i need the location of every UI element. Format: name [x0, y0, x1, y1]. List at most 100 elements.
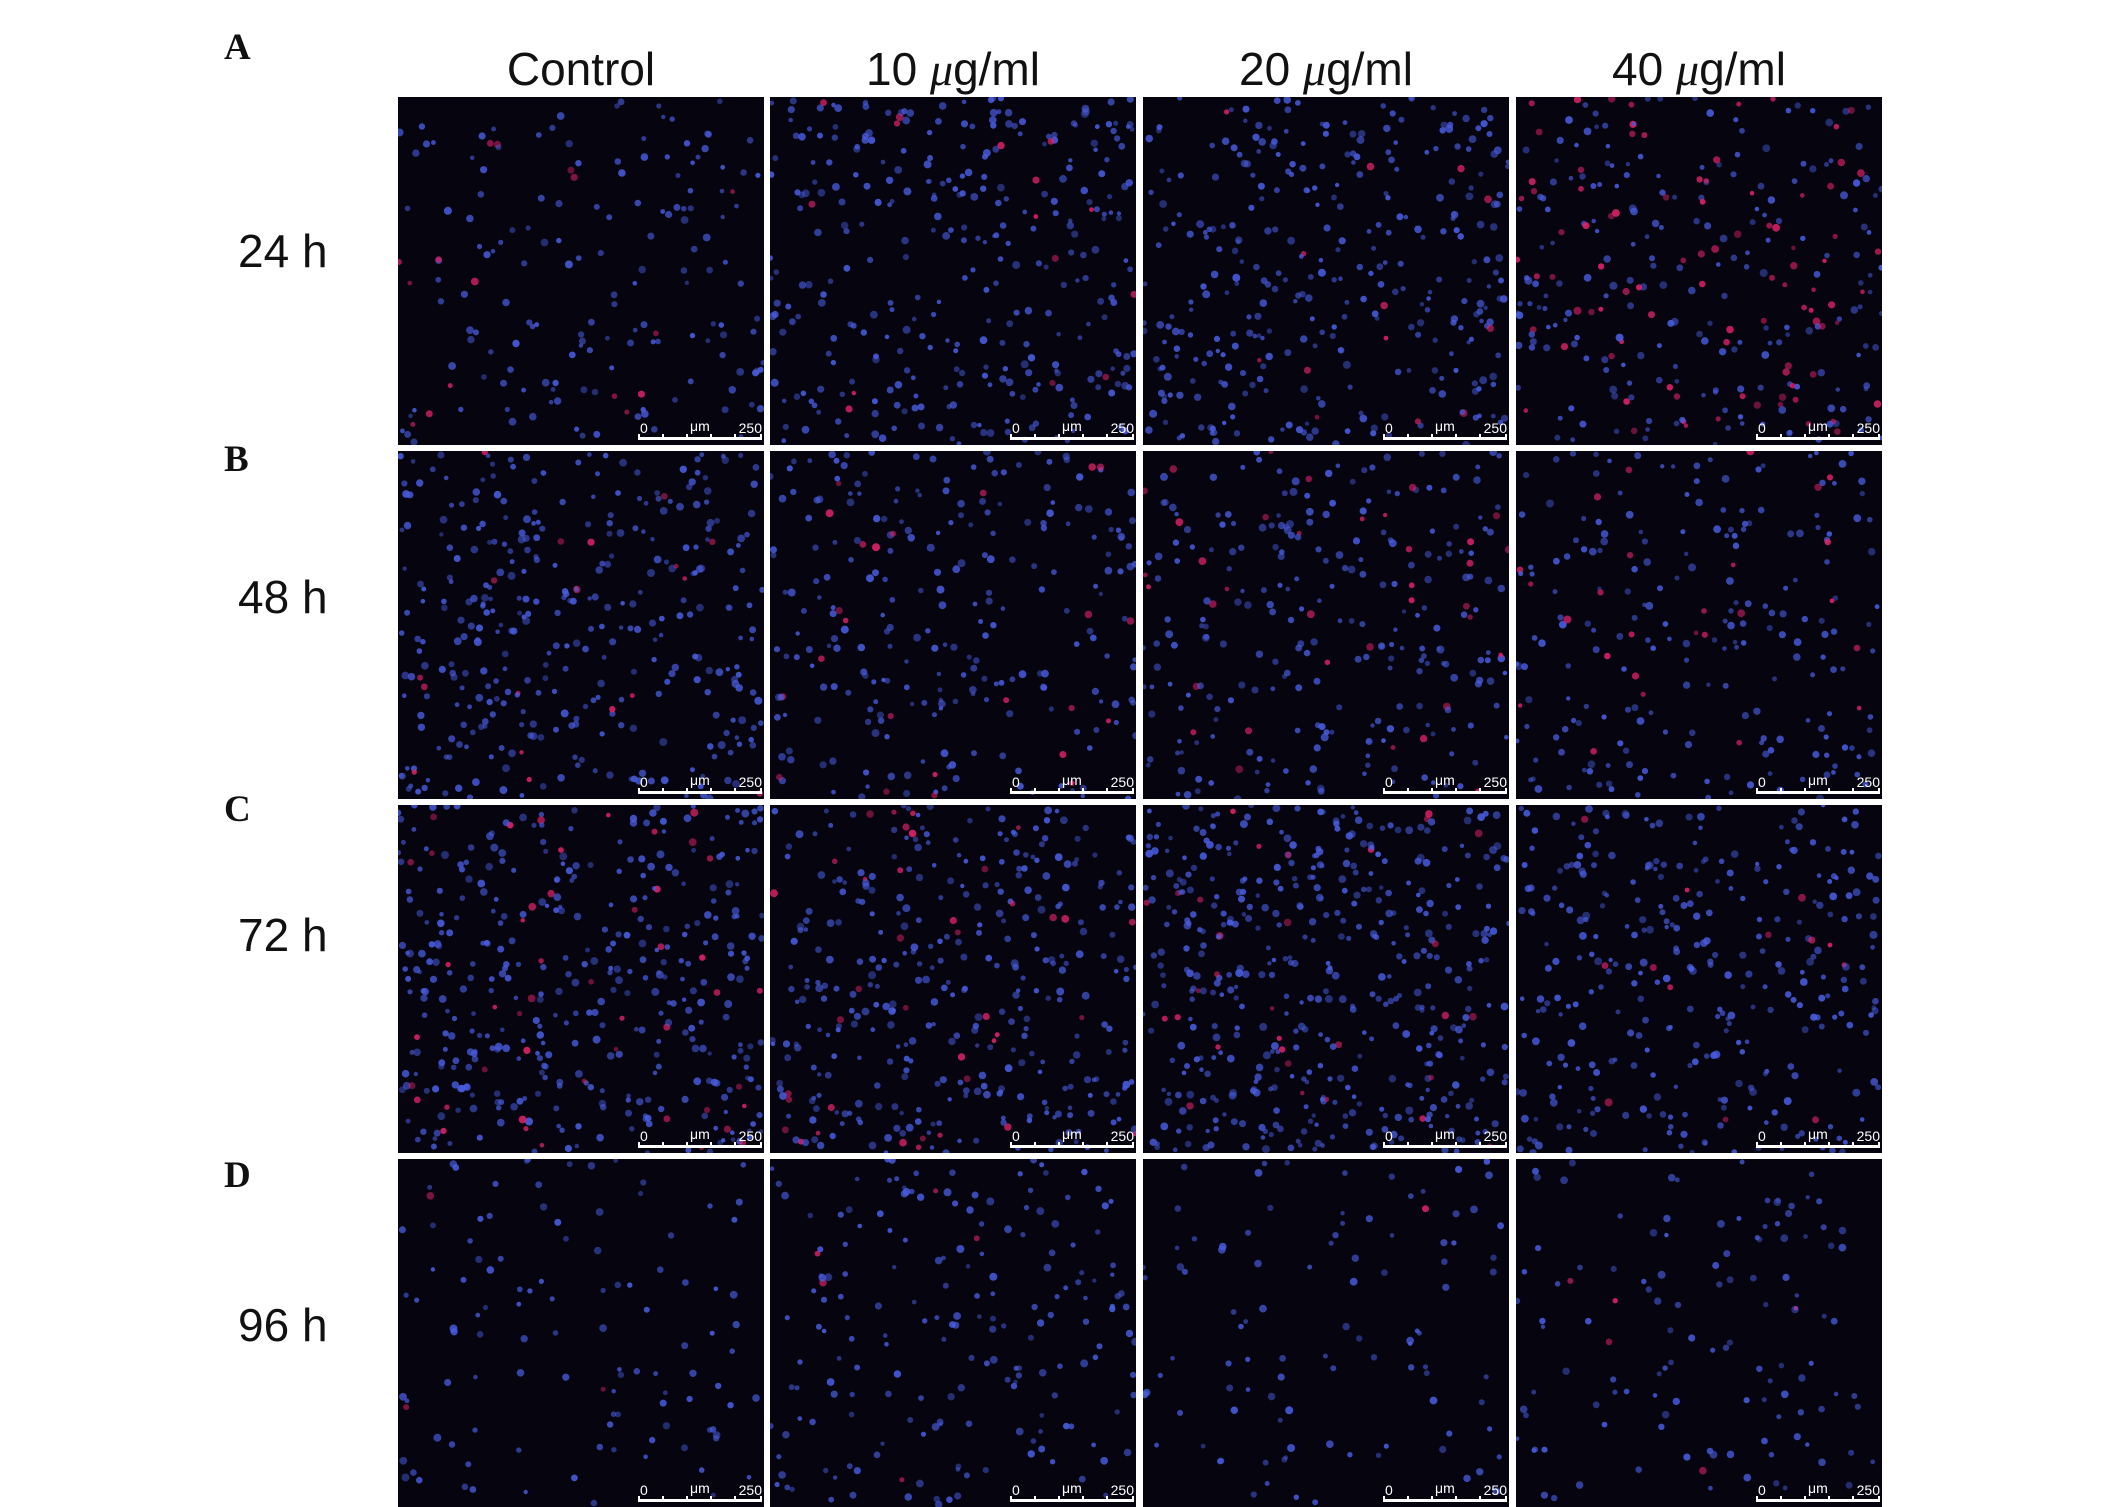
- nucleus: [1727, 621, 1735, 630]
- nucleus: [1664, 924, 1669, 930]
- scale-bar-tick: [1780, 788, 1782, 794]
- stained-nucleus: [899, 1477, 905, 1483]
- stained-nucleus: [1713, 156, 1721, 164]
- nucleus: [502, 819, 510, 827]
- nucleus: [1478, 171, 1484, 177]
- nucleus: [1245, 1229, 1252, 1236]
- nucleus: [794, 1385, 800, 1391]
- nucleus: [1108, 389, 1116, 397]
- nucleus: [550, 387, 556, 392]
- nucleus: [1239, 1120, 1246, 1128]
- nucleus: [1426, 1042, 1432, 1049]
- nucleus: [1128, 903, 1136, 911]
- nucleus: [756, 1112, 763, 1119]
- stained-nucleus: [447, 383, 453, 389]
- nucleus: [448, 502, 455, 508]
- nucleus: [608, 553, 615, 559]
- nucleus: [1268, 436, 1275, 443]
- nucleus: [1301, 1026, 1309, 1033]
- nucleus: [1816, 901, 1824, 909]
- nucleus: [1471, 259, 1477, 265]
- nucleus: [627, 856, 634, 863]
- nucleus: [925, 179, 931, 184]
- nucleus: [1805, 1442, 1810, 1447]
- nucleus: [1130, 1391, 1136, 1399]
- nucleus: [1388, 655, 1395, 662]
- nucleus: [1311, 427, 1319, 435]
- nucleus: [771, 310, 779, 319]
- nucleus: [1147, 808, 1152, 814]
- nucleus: [1579, 173, 1586, 180]
- nucleus: [1557, 614, 1564, 621]
- nucleus: [1838, 1243, 1847, 1252]
- nucleus: [927, 155, 934, 161]
- nucleus: [1424, 1061, 1430, 1067]
- nucleus: [680, 976, 685, 982]
- scale-bar-tick: [1106, 788, 1108, 794]
- nucleus: [1248, 204, 1255, 211]
- stained-nucleus: [1518, 195, 1525, 202]
- stained-nucleus: [1736, 739, 1742, 746]
- scale-bar-tick: [662, 1142, 664, 1148]
- nucleus: [797, 1416, 803, 1421]
- nucleus: [1054, 808, 1060, 814]
- nucleus: [871, 729, 880, 738]
- nucleus: [1114, 904, 1120, 910]
- nucleus: [812, 831, 818, 837]
- nucleus: [1235, 236, 1243, 244]
- nucleus: [1744, 600, 1752, 608]
- nucleus: [496, 1105, 502, 1111]
- nucleus: [1818, 617, 1825, 624]
- nucleus: [1383, 124, 1391, 133]
- nucleus: [1381, 1126, 1389, 1133]
- nucleus: [1528, 777, 1534, 783]
- nucleus: [788, 1384, 795, 1391]
- nucleus: [1593, 1069, 1601, 1076]
- nucleus: [1836, 1135, 1843, 1142]
- nucleus: [1625, 963, 1633, 971]
- nucleus: [575, 255, 582, 261]
- nucleus: [1347, 565, 1356, 574]
- nucleus: [421, 784, 428, 792]
- nucleus: [901, 408, 908, 415]
- nucleus: [1110, 127, 1117, 135]
- stained-nucleus: [704, 1106, 711, 1114]
- nucleus: [1639, 916, 1647, 924]
- scale-bar-min: 0: [1758, 774, 1766, 790]
- nucleus: [993, 232, 1000, 239]
- nucleus: [1528, 344, 1536, 351]
- nucleus: [1516, 661, 1520, 667]
- nucleus: [1320, 733, 1329, 742]
- nucleus: [538, 811, 545, 818]
- nucleus: [1334, 909, 1341, 916]
- nucleus: [1243, 1319, 1249, 1324]
- nucleus: [1338, 875, 1347, 883]
- nucleus: [1100, 1456, 1109, 1465]
- nucleus: [723, 1109, 728, 1115]
- nucleus: [1164, 848, 1170, 854]
- nucleus: [642, 975, 649, 981]
- nucleus: [957, 1384, 965, 1392]
- nucleus: [1552, 957, 1560, 965]
- nucleus: [1842, 963, 1850, 971]
- stained-nucleus: [1818, 322, 1826, 330]
- nucleus: [1171, 327, 1180, 336]
- nucleus: [1737, 385, 1745, 393]
- nucleus: [475, 1255, 483, 1263]
- nucleus: [1644, 817, 1649, 822]
- stained-nucleus: [516, 1010, 523, 1017]
- nucleus: [1444, 706, 1452, 714]
- stained-nucleus: [1380, 301, 1388, 310]
- nucleus: [722, 259, 728, 265]
- nucleus: [1385, 909, 1393, 918]
- nucleus: [1645, 601, 1654, 610]
- stained-nucleus: [902, 823, 910, 831]
- nucleus: [1206, 841, 1214, 849]
- nucleus: [891, 1103, 899, 1111]
- nucleus: [467, 844, 475, 851]
- nucleus: [1255, 650, 1264, 658]
- nucleus: [1608, 786, 1615, 793]
- nucleus: [701, 144, 709, 153]
- nucleus: [719, 188, 725, 194]
- nucleus: [1408, 1341, 1413, 1346]
